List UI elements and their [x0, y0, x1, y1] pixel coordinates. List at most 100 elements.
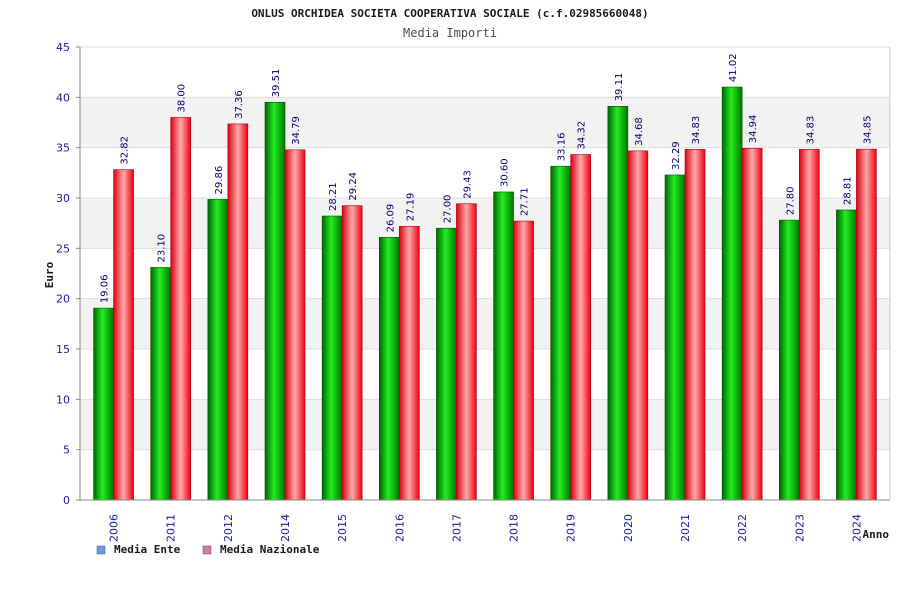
data-label-media-nazionale-2024: 34.85	[862, 116, 873, 145]
plot-band	[80, 47, 890, 98]
data-label-media-nazionale-2012: 37.36	[234, 90, 245, 119]
chart-title: ONLUS ORCHIDEA SOCIETA COOPERATIVA SOCIA…	[251, 7, 648, 20]
bar-media-ente-2018	[493, 191, 514, 501]
bar-media-ente-2024	[836, 209, 857, 501]
bar-media-nazionale-2022	[741, 147, 763, 501]
plot-band	[80, 97, 890, 148]
x-tick-label-2006: 2006	[108, 514, 121, 542]
data-label-media-ente-2023: 27.80	[785, 187, 796, 216]
y-tick-label: 25	[56, 242, 70, 255]
chart-subtitle: Media Importi	[403, 26, 497, 40]
data-label-media-ente-2024: 28.81	[842, 176, 853, 205]
bar-media-nazionale-2017	[456, 203, 477, 501]
data-label-media-nazionale-2023: 34.83	[805, 116, 816, 145]
bar-media-ente-2016	[378, 237, 400, 501]
bar-media-nazionale-2019	[570, 154, 592, 501]
plot-band	[80, 399, 890, 450]
legend-label-media-ente: Media Ente	[114, 543, 181, 556]
data-label-media-nazionale-2016: 27.19	[405, 193, 416, 222]
data-label-media-nazionale-2006: 32.82	[120, 136, 131, 165]
plot-band	[80, 349, 890, 400]
y-tick-label: 40	[56, 91, 70, 104]
y-tick-label: 35	[56, 142, 70, 155]
bar-media-nazionale-2023	[798, 149, 820, 501]
bar-media-ente-2017	[436, 227, 457, 501]
data-label-media-ente-2020: 39.11	[614, 73, 625, 102]
data-label-media-nazionale-2021: 34.83	[691, 116, 702, 145]
legend: Media Ente Media Nazionale	[96, 543, 320, 556]
x-tick-label-2021: 2021	[679, 514, 692, 542]
bar-media-nazionale-2020	[627, 150, 649, 501]
data-label-media-ente-2006: 19.06	[100, 274, 111, 303]
plot-band	[80, 198, 890, 249]
data-label-media-ente-2015: 28.21	[328, 182, 339, 211]
bar-media-ente-2022	[721, 86, 743, 501]
bar-media-ente-2021	[664, 174, 686, 501]
data-label-media-nazionale-2020: 34.68	[634, 117, 645, 146]
data-label-media-nazionale-2019: 34.32	[577, 121, 588, 150]
plot-band	[80, 248, 890, 299]
bar-media-ente-2020	[607, 105, 629, 501]
data-label-media-nazionale-2018: 27.71	[520, 187, 531, 216]
bar-media-ente-2023	[778, 219, 800, 501]
bar-media-ente-2006	[93, 307, 114, 501]
x-tick-label-2016: 2016	[393, 514, 406, 542]
bar-media-ente-2015	[321, 215, 343, 501]
data-label-media-ente-2017: 27.00	[442, 195, 453, 224]
plot-band	[80, 449, 890, 500]
y-tick-label: 10	[56, 393, 70, 406]
data-label-media-ente-2022: 41.02	[728, 53, 739, 82]
x-tick-label-2022: 2022	[736, 514, 749, 542]
x-tick-label-2015: 2015	[336, 514, 349, 542]
bar-media-nazionale-2016	[398, 225, 420, 501]
y-tick-label: 20	[56, 293, 70, 306]
data-label-media-ente-2016: 26.09	[385, 204, 396, 233]
bar-media-ente-2019	[550, 165, 572, 501]
plot-background	[80, 47, 890, 500]
data-label-media-ente-2018: 30.60	[500, 158, 511, 187]
data-label-media-ente-2019: 33.16	[557, 133, 568, 162]
bars	[93, 86, 877, 501]
data-label-media-ente-2014: 39.51	[271, 69, 282, 98]
data-label-media-nazionale-2022: 34.94	[748, 115, 759, 144]
x-axis-ticks: 2006 2011 2012 2014 2015 2016 2017 2018 2019 2020…	[108, 514, 864, 542]
bar-media-nazionale-2011	[170, 117, 192, 501]
bar-media-nazionale-2006	[113, 169, 134, 501]
x-tick-label-2024: 2024	[850, 514, 863, 542]
data-label-media-nazionale-2015: 29.24	[348, 172, 359, 201]
x-tick-label-2023: 2023	[793, 514, 806, 542]
y-axis-label: Euro	[43, 261, 56, 288]
legend-swatch-media-nazionale	[202, 545, 212, 555]
plot-band	[80, 298, 890, 349]
bar-media-nazionale-2012	[227, 123, 249, 501]
data-label-media-ente-2021: 32.29	[671, 141, 682, 170]
bar-media-ente-2011	[150, 267, 172, 501]
plot-band	[80, 147, 890, 198]
data-label-media-ente-2012: 29.86	[214, 166, 225, 195]
x-tick-label-2020: 2020	[622, 514, 635, 542]
legend-swatch-media-ente	[96, 545, 106, 555]
bar-media-ente-2014	[264, 101, 286, 501]
y-tick-label: 0	[63, 494, 70, 507]
x-tick-label-2011: 2011	[165, 514, 178, 542]
x-tick-label-2012: 2012	[222, 514, 235, 542]
x-tick-label-2017: 2017	[450, 514, 463, 542]
axes	[79, 47, 891, 501]
x-tick-label-2018: 2018	[508, 514, 521, 542]
y-tick-label: 30	[56, 192, 70, 205]
x-tick-label-2019: 2019	[565, 514, 578, 542]
bar-media-nazionale-2021	[684, 149, 706, 501]
bar-media-nazionale-2015	[341, 205, 363, 501]
data-label-media-nazionale-2014: 34.79	[291, 116, 302, 145]
x-axis-label: Anno	[863, 528, 890, 541]
bar-media-ente-2012	[207, 199, 229, 501]
data-labels: 19.06 32.82 23.10 38.00 29.86 37.36 39.51 34.79…	[100, 53, 874, 303]
bar-media-nazionale-2024	[856, 148, 877, 501]
legend-label-media-nazionale: Media Nazionale	[220, 543, 320, 556]
data-label-media-ente-2011: 23.10	[157, 234, 168, 263]
bar-media-nazionale-2018	[513, 220, 534, 501]
y-tick-label: 45	[56, 41, 70, 54]
bar-media-nazionale-2014	[284, 149, 306, 501]
y-tick-label: 15	[56, 343, 70, 356]
